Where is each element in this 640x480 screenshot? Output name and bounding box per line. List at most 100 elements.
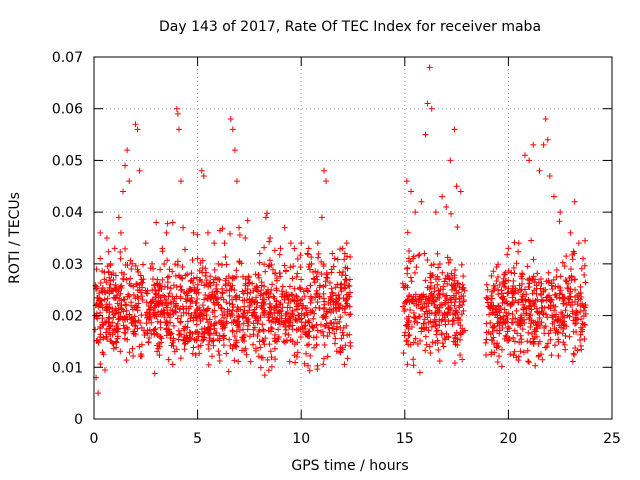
data-point — [151, 326, 158, 333]
data-point — [233, 343, 240, 350]
data-point — [280, 338, 287, 345]
data-point — [129, 317, 136, 324]
data-point — [571, 276, 578, 283]
data-point — [435, 264, 442, 271]
data-point — [402, 298, 409, 305]
data-point — [499, 320, 506, 327]
data-point — [406, 299, 413, 306]
data-point — [264, 356, 271, 363]
data-point — [268, 354, 275, 361]
data-point — [211, 240, 218, 247]
data-point — [304, 342, 311, 349]
data-point — [273, 275, 280, 282]
data-point — [173, 284, 180, 291]
data-point — [99, 268, 106, 275]
data-point — [332, 340, 339, 347]
data-point — [246, 279, 253, 286]
data-point — [199, 257, 206, 264]
data-point — [558, 322, 565, 329]
data-point — [303, 285, 310, 292]
data-point — [434, 337, 441, 344]
data-point — [105, 248, 112, 255]
data-point — [231, 333, 238, 340]
data-point — [170, 335, 177, 342]
data-point — [134, 126, 141, 133]
data-point — [331, 255, 338, 262]
data-point — [507, 301, 514, 308]
data-point — [305, 264, 312, 271]
data-point — [99, 319, 106, 326]
data-point — [206, 335, 213, 342]
data-point — [451, 299, 458, 306]
data-point — [307, 352, 314, 359]
data-point — [440, 343, 447, 350]
data-point — [103, 234, 110, 241]
data-point — [312, 304, 319, 311]
data-point — [170, 298, 177, 305]
data-point — [325, 299, 332, 306]
data-point — [527, 324, 534, 331]
data-point — [146, 335, 153, 342]
data-point — [546, 292, 553, 299]
data-point — [459, 325, 466, 332]
data-point — [434, 281, 441, 288]
data-point — [97, 309, 104, 316]
data-point — [496, 309, 503, 316]
data-point — [122, 162, 129, 169]
data-point — [210, 342, 217, 349]
data-point — [135, 268, 142, 275]
data-point — [496, 353, 503, 360]
data-point — [486, 304, 493, 311]
data-point — [336, 269, 343, 276]
data-point — [430, 319, 437, 326]
data-point — [494, 273, 501, 280]
data-point — [502, 277, 509, 284]
data-point — [102, 366, 109, 373]
data-point — [193, 299, 200, 306]
data-point — [298, 240, 305, 247]
data-point — [232, 342, 239, 349]
data-point — [508, 269, 515, 276]
data-point — [210, 337, 217, 344]
data-point — [261, 308, 268, 315]
data-point — [255, 317, 262, 324]
data-point — [105, 314, 112, 321]
data-point — [258, 354, 265, 361]
data-point — [120, 296, 127, 303]
data-point — [448, 270, 455, 277]
data-point — [203, 277, 210, 284]
data-point — [484, 286, 491, 293]
data-point — [181, 246, 188, 253]
data-point — [287, 297, 294, 304]
data-point — [226, 336, 233, 343]
data-point — [440, 283, 447, 290]
data-point — [399, 280, 406, 287]
data-point — [504, 328, 511, 335]
data-point — [148, 330, 155, 337]
data-point — [287, 240, 294, 247]
data-point — [121, 329, 128, 336]
data-point — [183, 298, 190, 305]
data-point — [138, 341, 145, 348]
data-point — [578, 265, 585, 272]
data-point — [139, 284, 146, 291]
data-point — [314, 327, 321, 334]
data-point — [233, 337, 240, 344]
data-point — [265, 327, 272, 334]
data-point — [488, 272, 495, 279]
data-point — [213, 287, 220, 294]
data-point — [221, 240, 228, 247]
data-point — [235, 358, 242, 365]
data-point — [543, 343, 550, 350]
data-point — [553, 274, 560, 281]
data-point — [266, 310, 273, 317]
data-point — [575, 240, 582, 247]
data-point — [484, 295, 491, 302]
data-point — [160, 309, 167, 316]
data-point — [530, 256, 537, 263]
data-point — [249, 296, 256, 303]
grid-lines — [94, 57, 612, 419]
data-point — [566, 333, 573, 340]
data-point — [299, 305, 306, 312]
